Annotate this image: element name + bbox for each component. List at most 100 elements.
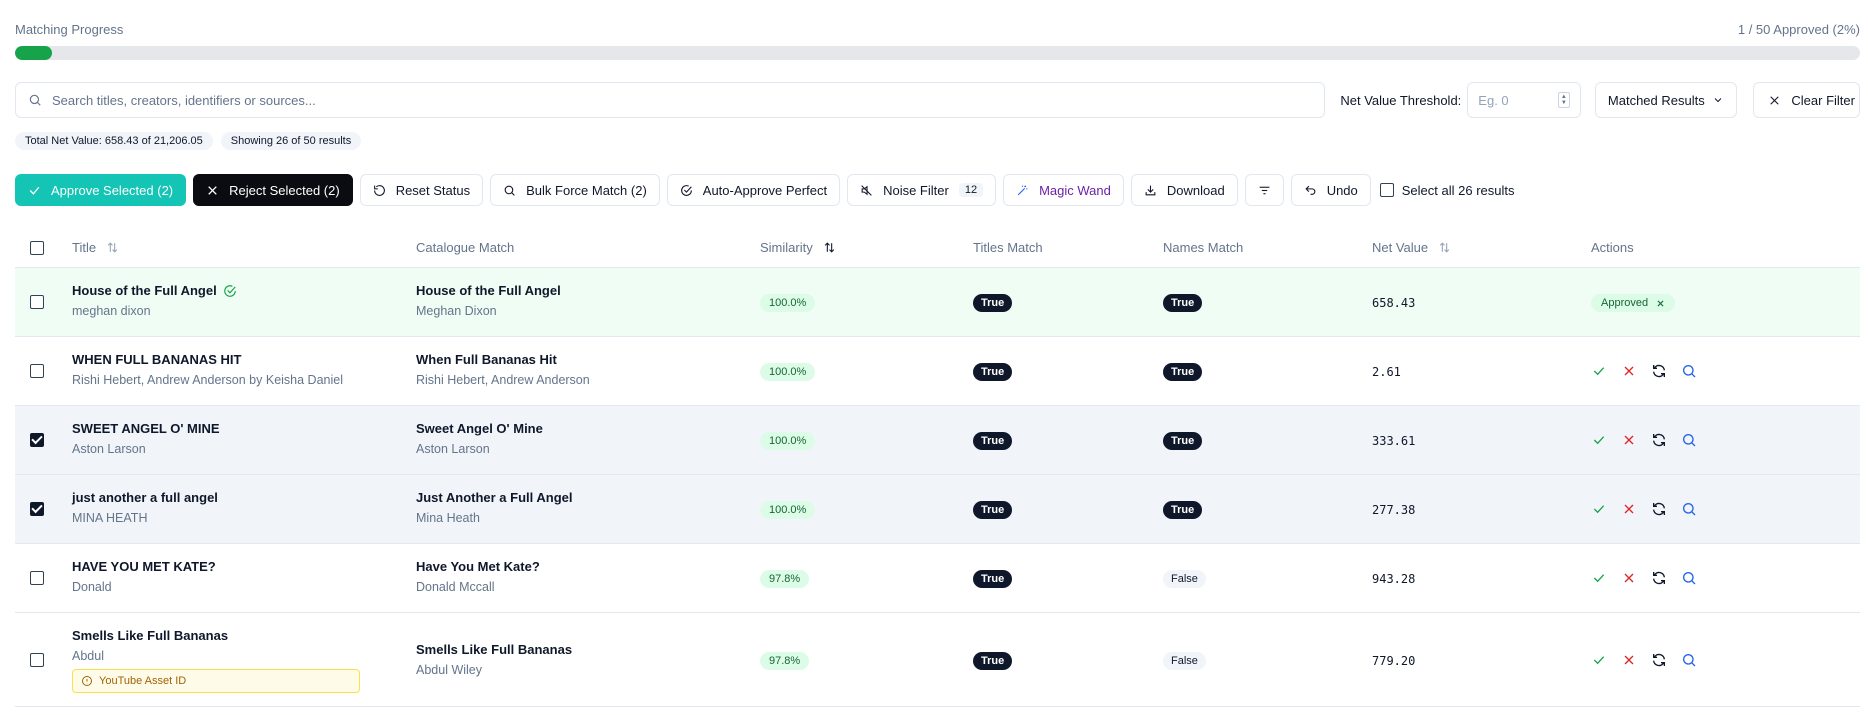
column-net-value[interactable]: Net Value	[1372, 240, 1451, 255]
row-creator: MINA HEATH	[72, 511, 148, 525]
noise-filter-button[interactable]: Noise Filter 12	[847, 174, 997, 206]
column-titles-match: Titles Match	[973, 240, 1043, 255]
select-all-results[interactable]: Select all 26 results	[1379, 183, 1515, 198]
header-select-checkbox[interactable]	[30, 240, 44, 255]
approve-check-icon[interactable]	[1591, 570, 1607, 586]
download-label: Download	[1166, 182, 1225, 198]
column-actions: Actions	[1591, 240, 1634, 255]
results-table: Title Catalogue Match Similarity Titles …	[15, 228, 1860, 707]
net-value: 277.38	[1372, 503, 1416, 517]
row-creator: Donald	[72, 580, 112, 594]
catalogue-title: Sweet Angel O' Mine	[416, 421, 543, 436]
download-icon	[1145, 185, 1156, 195]
row-creator: Aston Larson	[72, 442, 146, 456]
search-box[interactable]	[15, 82, 1326, 118]
progress-bar	[15, 46, 1860, 60]
column-names-match: Names Match	[1163, 240, 1244, 255]
reject-x-icon[interactable]	[1621, 363, 1637, 379]
titles-match-badge: True	[973, 363, 1013, 381]
row-select-checkbox[interactable]	[30, 571, 44, 585]
refresh-icon[interactable]	[1651, 432, 1667, 448]
magic-wand-icon	[1017, 185, 1028, 195]
net-value-threshold-field[interactable]: ▲▼	[1467, 82, 1581, 118]
catalogue-title: Smells Like Full Bananas	[416, 642, 573, 657]
select-all-results-checkbox[interactable]	[1379, 183, 1394, 197]
catalogue-title: When Full Bananas Hit	[416, 352, 557, 367]
column-similarity[interactable]: Similarity	[760, 240, 836, 255]
catalogue-creator: Meghan Dixon	[416, 304, 497, 318]
search-icon[interactable]	[1681, 432, 1697, 448]
bulk-force-match-button[interactable]: Bulk Force Match (2)	[490, 174, 660, 206]
magic-wand-label: Magic Wand	[1039, 182, 1111, 198]
check-circle-icon	[680, 184, 692, 196]
net-value: 779.20	[1372, 654, 1416, 668]
table-row: SWEET ANGEL O' MINE Aston Larson Sweet A…	[15, 406, 1860, 475]
refresh-icon[interactable]	[1651, 363, 1667, 379]
table-row: Smells Like Full Bananas Abdul YouTube A…	[15, 613, 1860, 707]
approve-check-icon[interactable]	[1591, 501, 1607, 517]
reject-x-icon[interactable]	[1621, 570, 1637, 586]
youtube-asset-id-label: YouTube Asset ID	[99, 675, 187, 687]
row-title: Smells Like Full Bananas	[72, 628, 229, 643]
row-select-checkbox[interactable]	[30, 502, 44, 516]
row-select-checkbox[interactable]	[30, 364, 44, 378]
refresh-icon[interactable]	[1651, 570, 1667, 586]
refresh-icon[interactable]	[1651, 652, 1667, 668]
search-icon[interactable]	[1681, 570, 1697, 586]
row-actions	[1591, 652, 1697, 668]
reject-selected-button[interactable]: Reject Selected (2)	[193, 174, 353, 206]
volume-off-icon	[861, 184, 872, 196]
search-icon[interactable]	[1681, 652, 1697, 668]
refresh-icon[interactable]	[1651, 501, 1667, 517]
catalogue-title: House of the Full Angel	[416, 283, 561, 298]
approve-check-icon[interactable]	[1591, 432, 1607, 448]
filter-button[interactable]	[1244, 174, 1284, 206]
titles-match-badge: True	[973, 501, 1013, 519]
row-title: SWEET ANGEL O' MINE	[72, 421, 220, 436]
clear-filter-button[interactable]: Clear Filter	[1753, 82, 1861, 118]
row-actions	[1591, 501, 1697, 517]
undo-button[interactable]: Undo	[1290, 174, 1371, 206]
row-creator: meghan dixon	[72, 304, 151, 318]
rotate-ccw-icon	[373, 184, 385, 196]
approve-check-icon[interactable]	[1591, 363, 1607, 379]
bulk-force-match-label: Bulk Force Match (2)	[526, 182, 647, 198]
undo-icon	[1305, 185, 1315, 195]
row-title: House of the Full Angel	[72, 283, 217, 298]
row-actions	[1591, 432, 1697, 448]
results-filter-select[interactable]: Matched Results	[1594, 82, 1738, 118]
column-title[interactable]: Title	[72, 240, 119, 255]
names-match-badge: False	[1163, 652, 1206, 670]
net-value-threshold-input[interactable]	[1478, 92, 1549, 108]
close-icon[interactable]	[1656, 299, 1665, 308]
number-stepper-icon[interactable]: ▲ ▼	[1557, 92, 1570, 108]
search-icon[interactable]	[1681, 363, 1697, 379]
reject-x-icon[interactable]	[1621, 652, 1637, 668]
table-row: just another a full angel MINA HEATH Jus…	[15, 475, 1860, 544]
similarity-badge: 97.8%	[760, 570, 810, 588]
row-select-checkbox[interactable]	[30, 295, 44, 309]
row-title: WHEN FULL BANANAS HIT	[72, 352, 242, 367]
close-icon	[1770, 95, 1780, 105]
download-button[interactable]: Download	[1130, 174, 1238, 206]
row-creator: Rishi Hebert, Andrew Anderson by Keisha …	[72, 373, 343, 387]
noise-filter-label: Noise Filter	[883, 182, 949, 198]
reject-x-icon[interactable]	[1621, 501, 1637, 517]
row-select-checkbox[interactable]	[30, 653, 44, 667]
magic-wand-button[interactable]: Magic Wand	[1003, 174, 1124, 206]
approve-check-icon[interactable]	[1591, 652, 1607, 668]
close-icon	[208, 185, 217, 195]
reset-status-button[interactable]: Reset Status	[359, 174, 484, 206]
chevron-down-icon	[1715, 98, 1722, 103]
approve-selected-button[interactable]: Approve Selected (2)	[15, 174, 187, 206]
auto-approve-perfect-button[interactable]: Auto-Approve Perfect	[666, 174, 841, 206]
search-icon[interactable]	[1681, 501, 1697, 517]
search-input[interactable]	[52, 92, 1252, 108]
progress-label: Matching Progress	[15, 22, 124, 37]
row-select-checkbox[interactable]	[30, 433, 44, 447]
reset-status-label: Reset Status	[395, 182, 471, 198]
row-actions	[1591, 363, 1697, 379]
table-row: HAVE YOU MET KATE? Donald Have You Met K…	[15, 544, 1860, 613]
net-value: 943.28	[1372, 572, 1416, 586]
reject-x-icon[interactable]	[1621, 432, 1637, 448]
